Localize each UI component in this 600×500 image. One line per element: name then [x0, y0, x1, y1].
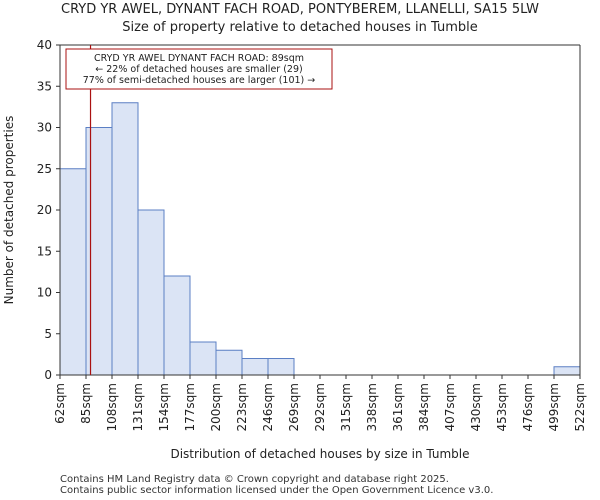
- x-tick-label: 154sqm: [157, 383, 171, 431]
- x-tick-label: 108sqm: [105, 383, 119, 431]
- histogram-bar: [553, 366, 581, 376]
- y-tick-label: 40: [37, 38, 52, 52]
- x-tick-label: 499sqm: [547, 383, 561, 431]
- footer-line-1: Contains HM Land Registry data © Crown c…: [60, 474, 449, 485]
- x-tick-label: 407sqm: [443, 383, 457, 431]
- histogram-bar: [267, 358, 295, 376]
- x-tick-label: 292sqm: [313, 383, 327, 431]
- annotation-line-2: ← 22% of detached houses are smaller (29…: [95, 64, 302, 75]
- histogram-bar: [163, 275, 191, 376]
- x-tick-label: 476sqm: [521, 383, 535, 431]
- histogram-bar: [111, 102, 139, 376]
- histogram-bar: [241, 358, 269, 376]
- x-tick-label: 361sqm: [391, 383, 405, 431]
- y-tick-label: 20: [37, 203, 52, 217]
- x-tick-label: 223sqm: [235, 383, 249, 431]
- annotation-line-1: CRYD YR AWEL DYNANT FACH ROAD: 89sqm: [94, 53, 304, 64]
- y-tick-label: 10: [37, 286, 52, 300]
- x-tick-label: 85sqm: [79, 383, 93, 424]
- histogram-bar: [85, 127, 113, 376]
- x-tick-label: 246sqm: [261, 383, 275, 431]
- x-tick-label: 269sqm: [287, 383, 301, 431]
- x-tick-label: 200sqm: [209, 383, 223, 431]
- x-tick-label: 453sqm: [495, 383, 509, 431]
- histogram-bar: [137, 209, 165, 376]
- chart-title: CRYD YR AWEL, DYNANT FACH ROAD, PONTYBER…: [61, 2, 539, 17]
- x-tick-label: 384sqm: [417, 383, 431, 431]
- histogram-bar: [189, 341, 217, 376]
- annotation-line-3: 77% of semi-detached houses are larger (…: [83, 75, 316, 86]
- x-tick-label: 522sqm: [573, 383, 587, 431]
- y-tick-label: 25: [37, 162, 52, 176]
- y-tick-label: 35: [37, 79, 52, 93]
- x-tick-label: 338sqm: [365, 383, 379, 431]
- x-tick-label: 430sqm: [469, 383, 483, 431]
- x-tick-label: 131sqm: [131, 383, 145, 431]
- x-tick-label: 177sqm: [183, 383, 197, 431]
- y-axis-label: Number of detached properties: [2, 116, 16, 305]
- x-axis-label: Distribution of detached houses by size …: [170, 447, 469, 461]
- footer-line-2: Contains public sector information licen…: [60, 485, 494, 496]
- y-tick-label: 15: [37, 244, 52, 258]
- y-tick-label: 30: [37, 121, 52, 135]
- y-tick-label: 0: [44, 368, 52, 382]
- annotation-box: [65, 48, 333, 90]
- histogram-bar: [59, 168, 87, 376]
- histogram-bar: [215, 349, 243, 376]
- y-tick-label: 5: [44, 327, 52, 341]
- x-tick-label: 62sqm: [53, 383, 67, 424]
- x-tick-label: 315sqm: [339, 383, 353, 431]
- chart-subtitle: Size of property relative to detached ho…: [122, 20, 478, 35]
